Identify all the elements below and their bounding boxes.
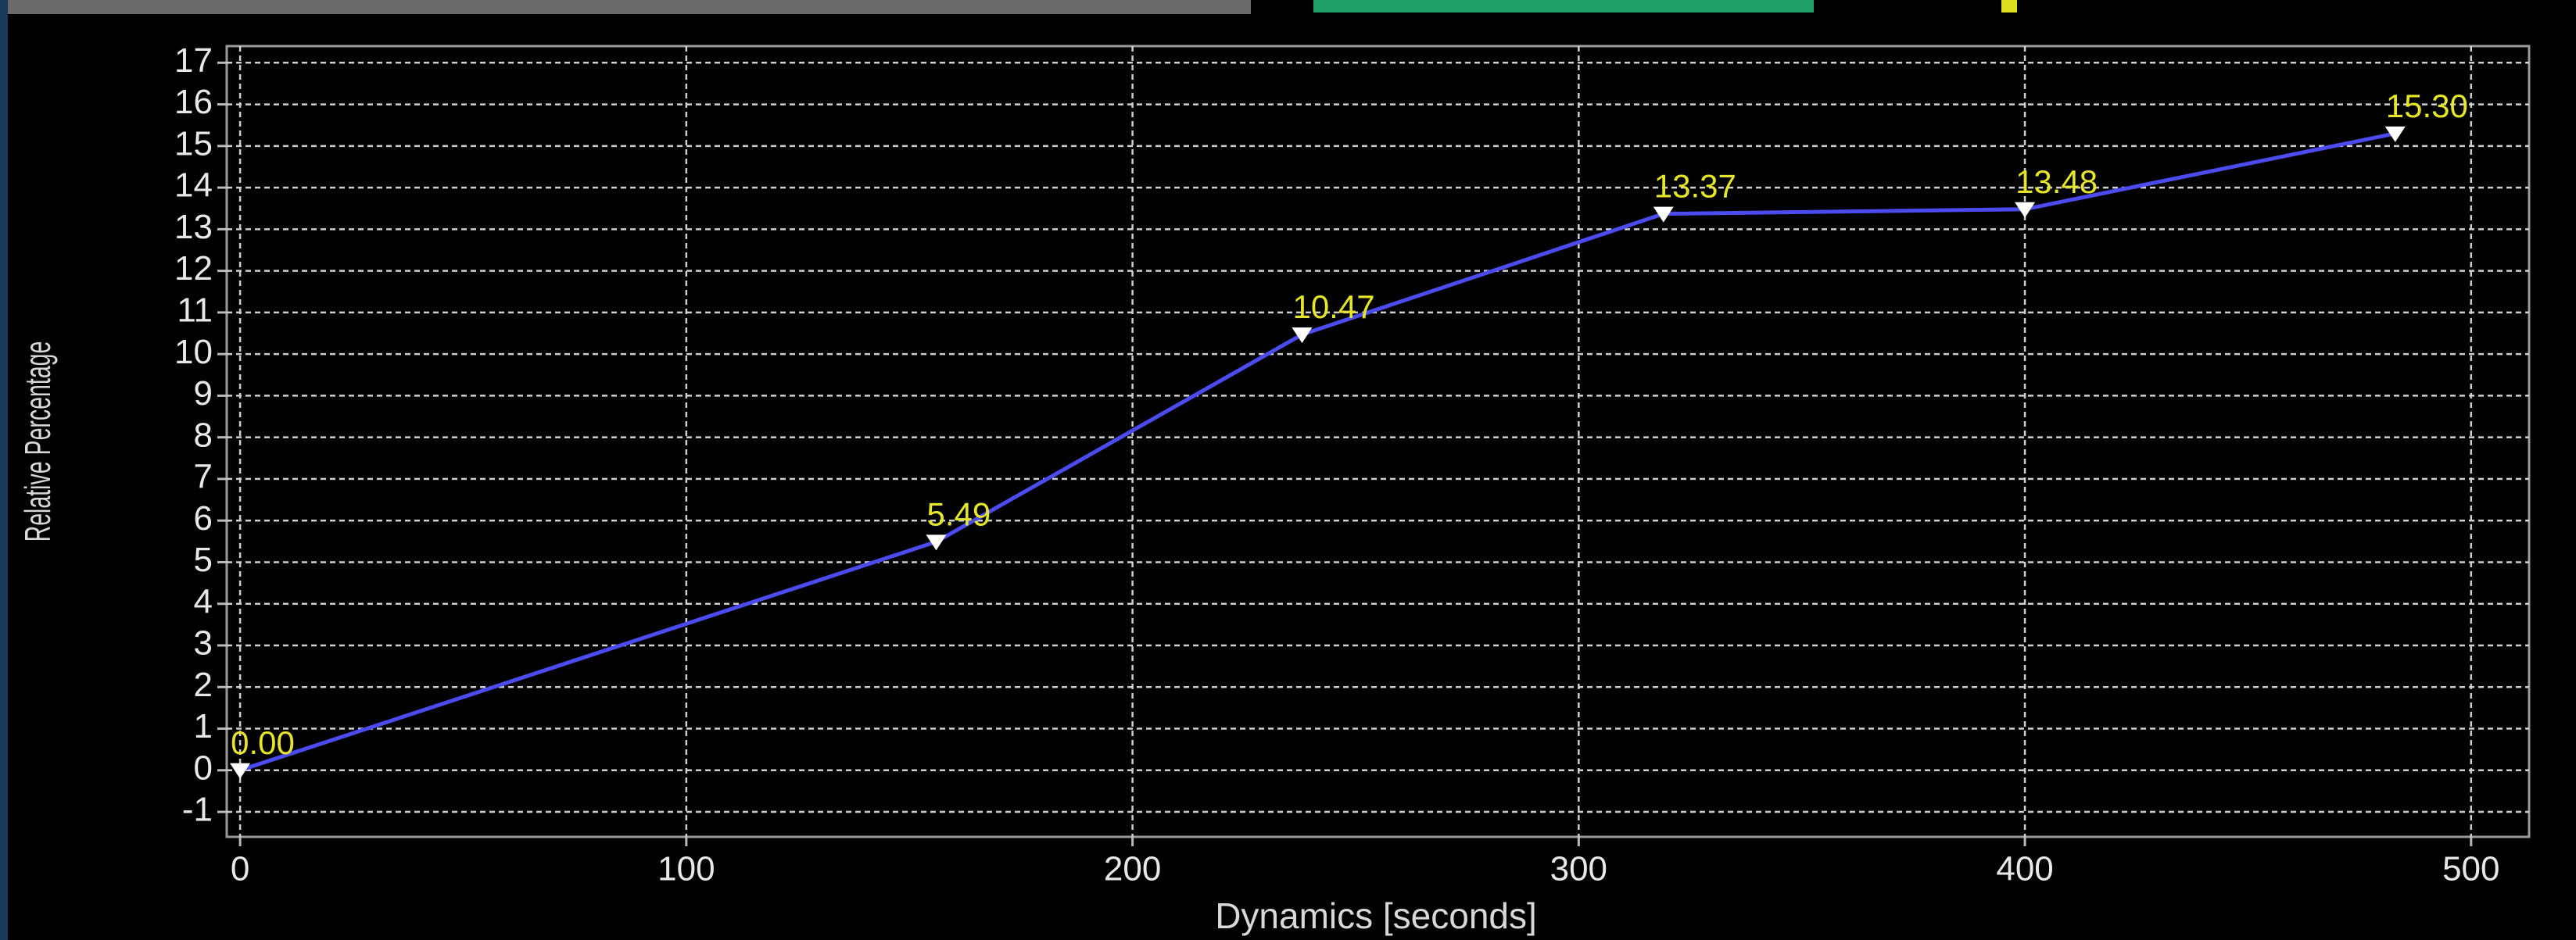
value-label: 10.47 bbox=[1292, 288, 1374, 325]
x-axis-label: Dynamics [seconds] bbox=[1215, 895, 1537, 936]
y-tick-label: 14 bbox=[174, 166, 213, 205]
color-map-strip bbox=[1313, 0, 1814, 13]
y-tick-label: 9 bbox=[194, 374, 213, 413]
y-axis-label: Relative Percentage bbox=[18, 341, 59, 542]
background bbox=[0, 0, 2576, 940]
x-tick-label: 200 bbox=[1104, 850, 1161, 888]
y-tick-label: 17 bbox=[174, 41, 213, 80]
y-tick-label: 8 bbox=[194, 416, 213, 454]
color-map-dot bbox=[2001, 0, 2017, 13]
y-tick-label: 16 bbox=[174, 83, 213, 121]
x-tick-label: 400 bbox=[1996, 850, 2053, 888]
y-tick-label: 4 bbox=[194, 582, 213, 620]
value-label: 5.49 bbox=[926, 495, 991, 532]
value-label: 13.37 bbox=[1654, 168, 1736, 205]
y-tick-label: 5 bbox=[194, 541, 213, 579]
chart: Dynamics [seconds] Relative Percentage -… bbox=[0, 0, 2576, 940]
value-label: 13.48 bbox=[2015, 163, 2098, 200]
y-tick-label: 10 bbox=[174, 333, 213, 371]
y-tick-label: 12 bbox=[174, 249, 213, 288]
x-tick-label: 0 bbox=[231, 850, 249, 888]
value-label: 15.30 bbox=[2386, 88, 2468, 124]
left-border bbox=[0, 0, 8, 940]
y-tick-label: 7 bbox=[194, 458, 213, 496]
y-tick-label: 2 bbox=[194, 666, 213, 704]
x-tick-label: 300 bbox=[1550, 850, 1607, 888]
y-tick-label: 0 bbox=[194, 749, 213, 787]
y-tick-label: 15 bbox=[174, 124, 213, 163]
y-tick-label: 13 bbox=[174, 208, 213, 246]
x-tick-label: 100 bbox=[657, 850, 715, 888]
x-tick-label: 500 bbox=[2442, 850, 2499, 888]
y-tick-label: 1 bbox=[194, 707, 213, 745]
value-label: 0.00 bbox=[231, 724, 295, 761]
y-tick-label: 6 bbox=[194, 499, 213, 538]
y-tick-label: 3 bbox=[194, 624, 213, 663]
y-tick-label: -1 bbox=[182, 791, 213, 829]
y-tick-label: 11 bbox=[177, 291, 213, 330]
image-strip bbox=[0, 0, 1251, 14]
